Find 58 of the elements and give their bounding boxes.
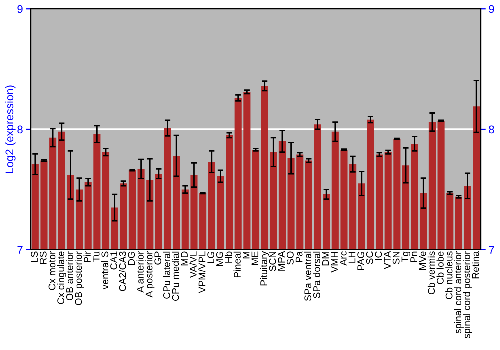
x-tick-label: LS — [31, 252, 38, 262]
x-tick-label: CA1 — [110, 252, 118, 270]
x-tick-label: M — [243, 252, 250, 259]
x-tick-label: Pa — [296, 251, 303, 262]
x-tick-label: MPA — [278, 251, 285, 271]
y-tick-label: 9 — [18, 5, 23, 14]
y-tick-label: 7 — [18, 246, 23, 254]
x-tick-label: Pn — [410, 252, 418, 262]
x-tick-label: RS — [40, 252, 47, 264]
x-tick-label: Tg — [402, 252, 411, 262]
x-tick-label: SO — [287, 252, 294, 265]
x-tick-label: CA2/CA3 — [119, 252, 126, 292]
x-tick-label: SN — [392, 252, 400, 264]
x-tick-label: MD — [181, 252, 188, 266]
x-tick-label: Retina — [472, 251, 480, 279]
x-tick-label: Arc — [340, 252, 347, 266]
x-tick-label: ventral S — [101, 252, 109, 290]
x-tick-label: VPM/VPL — [198, 252, 206, 294]
x-tick-label: DM — [322, 252, 330, 266]
x-tick-label: spinal cord anterior — [454, 251, 464, 334]
x-tick-label: CPu medial — [172, 252, 180, 302]
x-tick-label: VTA — [384, 251, 391, 270]
x-tick-label: MG — [216, 252, 224, 266]
x-tick-label: OB anterior — [66, 251, 74, 301]
x-tick-label: A anterior — [136, 251, 144, 293]
x-tick-label: spinal cord posterior — [463, 251, 472, 339]
x-tick-label: Cx cingulate — [57, 252, 66, 304]
x-tick-label: SPa dorsal — [313, 252, 320, 298]
x-tick-label: Pineal — [234, 252, 241, 278]
x-tick-label: Pir — [84, 251, 91, 262]
x-tick-label: Hb — [225, 252, 232, 263]
x-tick-label: Tu — [93, 252, 100, 262]
y-tick-label: 8 — [18, 126, 23, 134]
y-axis-title: Log2 (expression) — [5, 86, 16, 174]
y2-tick-label: 9 — [489, 5, 494, 14]
x-tick-label: Cb vermis — [428, 252, 436, 295]
x-tick-label: VMH — [331, 252, 338, 273]
x-tick-label: CPu lateral — [163, 252, 170, 299]
y2-tick-label: 7 — [489, 246, 494, 254]
x-tick-label: DG — [128, 252, 136, 266]
x-tick-label: VA/VL — [190, 252, 197, 278]
x-tick-label: Pituitary — [260, 251, 270, 286]
x-tick-label: ME — [252, 252, 259, 266]
x-tick-label: OB posterior — [75, 251, 84, 306]
x-tick-label: IC — [375, 252, 382, 260]
x-tick-label: GP — [154, 252, 162, 265]
x-tick-label: A posterior — [146, 251, 155, 298]
x-tick-label: LH — [348, 252, 356, 263]
x-tick-label: SC — [366, 252, 374, 264]
y2-tick-label: 8 — [489, 126, 494, 134]
x-tick-label: LG — [208, 252, 214, 264]
x-tick-label: PAG — [358, 252, 364, 270]
x-tick-label: MVe — [419, 252, 426, 270]
x-tick-label: Cb lobe — [436, 252, 444, 284]
x-tick-label: Cb nucleus — [446, 252, 453, 300]
x-tick-label: Cx motor — [48, 251, 56, 290]
x-tick-label: SCN — [269, 252, 276, 272]
x-tick-label: SPa ventral — [304, 252, 312, 302]
